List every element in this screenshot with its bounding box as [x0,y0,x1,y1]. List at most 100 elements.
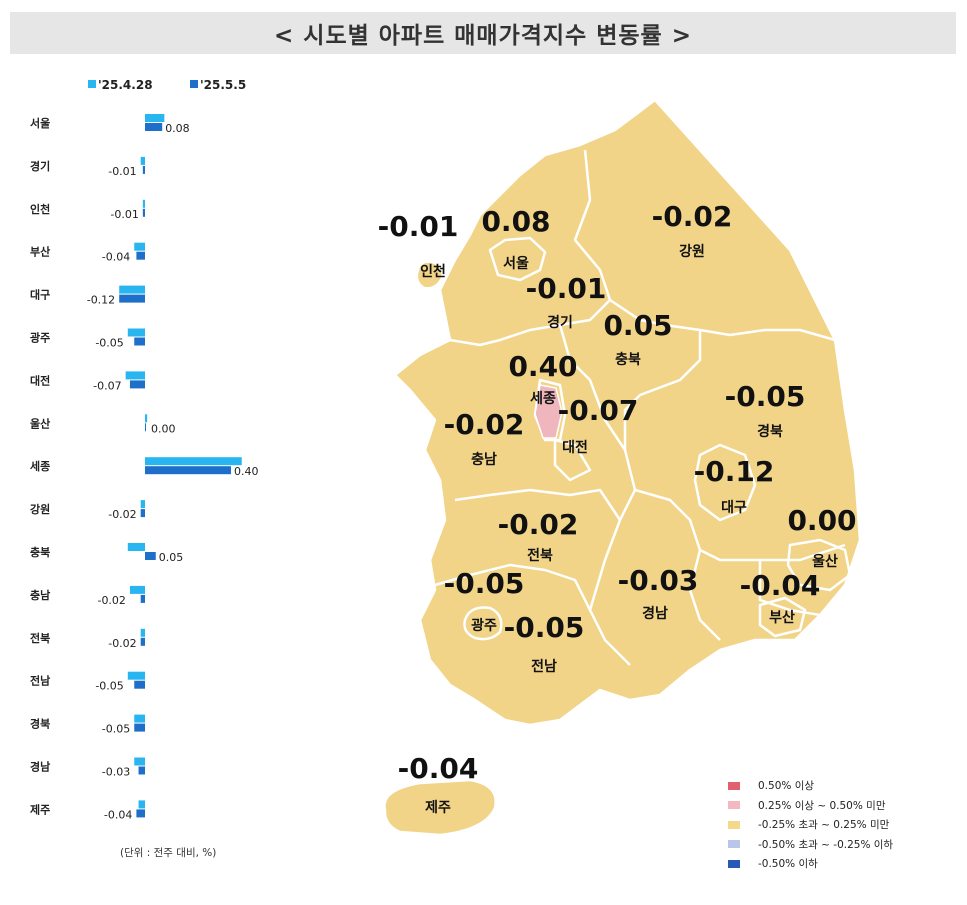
legend-swatch [728,801,740,810]
map-region-name: 광주 [471,617,497,634]
category-label: 인천 [30,202,50,216]
legend-item: -0.50% 초과 ~ -0.25% 이하 [728,835,893,855]
bar-1 [140,500,145,509]
bar-1 [119,285,145,294]
category-label: 서울 [30,116,50,130]
legend-swatch-series-1 [88,80,96,88]
border-gyeongbuk [634,328,846,562]
map-region-name: 충남 [471,451,497,468]
map-value-label: 0.08 [481,205,550,238]
legend-label: -0.25% 초과 ~ 0.25% 미만 [758,819,890,832]
legend-item: 0.50% 이상 [728,776,893,796]
sejong-region [534,384,563,439]
legend-label-series-2: '25.5.5 [200,78,246,92]
border-jeonbuk-jeonnam [434,563,592,611]
legend-label: 0.50% 이상 [758,780,815,793]
data-label: -0.03 [102,766,130,779]
category-label: 광주 [30,332,50,345]
legend-label: 0.25% 이상 ~ 0.50% 미만 [758,799,886,812]
map-value-label: -0.12 [694,455,775,488]
map-region-name: 경북 [757,423,783,440]
border-chungnam-jeonbuk [454,488,622,521]
category-label: 전남 [30,674,50,688]
category-label: 강원 [30,502,50,516]
category-label: 세종 [30,459,50,473]
data-label: -0.02 [108,637,136,650]
border-seoul [488,236,547,282]
map-region-name: 전북 [527,547,553,564]
mainland-outline [393,98,862,727]
bar-2 [145,123,163,131]
map-value-label: -0.05 [504,611,585,644]
data-label: -0.05 [95,337,123,350]
map-value-label: -0.01 [526,272,607,305]
legend-item: -0.25% 초과 ~ 0.25% 미만 [728,815,893,835]
bar-2 [136,809,145,818]
map-value-label: -0.03 [618,564,699,597]
border-daegu [693,443,757,522]
data-label: -0.01 [110,208,138,221]
category-label: 전북 [30,631,50,645]
category-label: 충남 [30,588,50,602]
category-label: 울산 [30,416,50,430]
border-gyeonggi-south [449,299,611,347]
bar-1 [138,800,145,809]
data-label: 0.00 [151,422,176,435]
map-value-label: -0.04 [398,752,479,785]
map-value-label: -0.05 [725,380,806,413]
data-label: -0.02 [108,508,136,521]
map-land [383,98,862,837]
category-label: 제주 [30,802,50,816]
bar-1 [140,156,145,165]
border-gwangju [463,606,503,641]
category-label: 부산 [30,245,50,259]
border-busan [758,596,807,638]
bar-2 [140,637,145,646]
bar-2 [138,766,145,775]
map-region-name: 전남 [531,658,557,675]
bar-2 [134,680,145,689]
legend-swatch [728,859,740,868]
bar-1 [127,543,145,551]
border-ulsan [786,538,852,592]
bar-2 [136,251,145,260]
bar-2 [140,594,145,603]
jeju-island [383,778,497,837]
map-value-label: -0.02 [498,508,579,541]
bar-1 [134,714,145,723]
map-region-name: 대구 [721,500,747,516]
bar-2 [145,552,156,560]
map-region-name: 강원 [679,243,705,260]
bar-2 [140,509,145,518]
map-region-name: 대전 [562,439,588,456]
map-region-name: 충북 [615,352,641,368]
bar-1 [134,242,145,251]
data-label: -0.05 [102,723,130,736]
legend-swatch-series-2 [190,80,198,88]
bar-1 [140,628,145,637]
bar-1 [145,457,242,466]
legend-item: 0.25% 이상 ~ 0.50% 미만 [728,796,893,816]
incheon-island [415,260,444,290]
bar-1 [127,671,145,680]
map-region-name: 부산 [769,609,795,626]
category-label: 대전 [30,373,50,387]
bar-1 [145,414,148,423]
category-label: 경남 [30,760,50,774]
map-value-label: -0.05 [444,567,525,600]
legend-item: -0.50% 이하 [728,854,893,874]
bar-1 [127,328,145,337]
unit-note: (단위 : 전주 대비, %) [120,846,216,859]
map-value-label: -0.04 [740,569,821,602]
map-region-name: 경기 [547,314,573,331]
legend-swatch [728,820,740,829]
legend-swatch [728,781,740,790]
category-label: 충북 [30,545,50,559]
bar-2 [134,337,145,346]
bar-2 [142,165,145,174]
province-borders [434,149,852,666]
legend-label: -0.50% 이하 [758,858,818,871]
data-label: -0.12 [87,294,115,307]
map-region-name: 경남 [642,605,668,622]
map-value-label: 0.40 [508,350,577,383]
